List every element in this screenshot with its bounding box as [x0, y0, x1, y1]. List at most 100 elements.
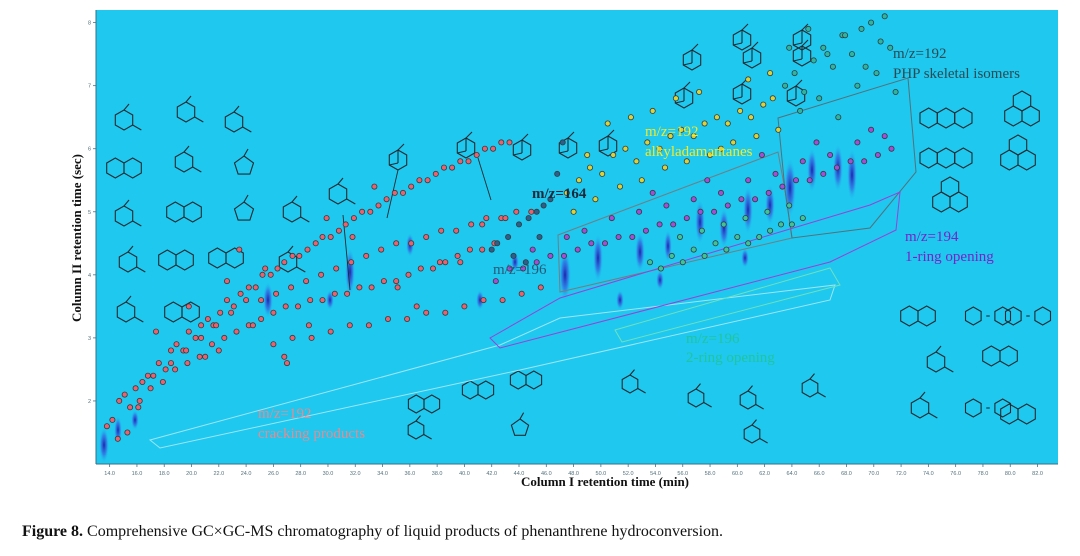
- data-point: [139, 378, 146, 385]
- data-point: [633, 158, 640, 165]
- decalin-icon: [208, 247, 244, 269]
- data-point: [114, 435, 121, 442]
- data-point: [335, 227, 342, 234]
- x-tick-label: 78.0: [978, 471, 989, 477]
- x-tick-label: 82.0: [1032, 471, 1043, 477]
- phenalene-icon: [932, 176, 968, 213]
- cyclohexane-icon: [118, 245, 146, 273]
- x-tick-label: 30.0: [323, 471, 334, 477]
- data-point: [270, 309, 277, 316]
- data-point: [318, 271, 325, 278]
- data-point: [237, 290, 244, 297]
- cyclohexane-icon: [621, 369, 646, 394]
- data-point: [679, 259, 686, 266]
- data-point: [678, 126, 685, 133]
- cyclohexane-icon: [743, 419, 768, 444]
- data-point: [245, 284, 252, 291]
- y-tick-label: 3: [88, 336, 91, 342]
- y-ticks: 2 3 4 5 6 7 8: [88, 21, 96, 405]
- data-point: [144, 372, 151, 379]
- data-point: [132, 385, 139, 392]
- data-point: [344, 290, 351, 297]
- data-point: [498, 139, 505, 146]
- data-point: [697, 208, 704, 215]
- data-point: [380, 278, 387, 285]
- data-point: [513, 208, 520, 215]
- data-point: [528, 208, 535, 215]
- data-point: [221, 334, 228, 341]
- data-point: [724, 202, 731, 209]
- data-point: [537, 284, 544, 291]
- data-point: [847, 158, 854, 165]
- data-point: [718, 189, 725, 196]
- data-point: [506, 139, 513, 146]
- ann-194-mz: m/z=194: [905, 229, 959, 245]
- cyclohexane-icon: [174, 145, 202, 173]
- adamantane-icon: [558, 131, 578, 159]
- adamantane-icon: [598, 129, 618, 157]
- data-point: [649, 189, 656, 196]
- data-point: [393, 240, 400, 247]
- data-point: [813, 139, 820, 146]
- x-tick-label: 42.0: [486, 471, 497, 477]
- data-point: [599, 170, 606, 177]
- data-point: [438, 227, 445, 234]
- x-tick-label: 60.0: [732, 471, 743, 477]
- data-point: [529, 246, 536, 253]
- data-point: [289, 334, 296, 341]
- anthracene-icon: [919, 147, 973, 169]
- data-point: [723, 246, 730, 253]
- x-tick-label: 56.0: [677, 471, 688, 477]
- cyclohexylbenzene-icon: [964, 306, 1012, 326]
- data-point: [615, 233, 622, 240]
- data-point: [457, 158, 464, 165]
- figure-caption-text: Comprehensive GC×GC-MS chromatography of…: [83, 523, 724, 540]
- y-tick-label: 8: [88, 21, 91, 27]
- intensity-peak: [656, 270, 664, 290]
- data-point: [683, 158, 690, 165]
- cyclohexane-icon: [739, 385, 764, 410]
- data-point: [540, 202, 547, 209]
- data-point: [877, 38, 884, 45]
- data-point: [668, 252, 675, 259]
- intensity-peak: [593, 234, 603, 282]
- data-point: [289, 252, 296, 259]
- data-point: [622, 145, 629, 152]
- data-point: [152, 328, 159, 335]
- data-point: [274, 265, 281, 272]
- intensity-peak: [847, 149, 857, 201]
- data-point: [670, 221, 677, 228]
- data-point: [806, 177, 813, 184]
- data-point: [323, 215, 330, 222]
- data-point: [874, 151, 881, 158]
- data-point: [533, 259, 540, 266]
- intensity-peak: [263, 282, 273, 318]
- data-point: [368, 284, 375, 291]
- data-point: [711, 208, 718, 215]
- data-point: [505, 233, 512, 240]
- data-point: [797, 107, 804, 114]
- adamantane-icon: [792, 23, 812, 51]
- data-point: [764, 208, 771, 215]
- data-point: [827, 151, 834, 158]
- data-point: [810, 57, 817, 64]
- decalin-icon: [461, 380, 495, 400]
- data-point: [862, 63, 869, 70]
- region-cracking: [148, 284, 836, 449]
- data-point: [378, 246, 385, 253]
- data-point: [270, 341, 277, 348]
- data-point: [213, 322, 220, 329]
- data-point: [588, 240, 595, 247]
- data-point: [442, 309, 449, 316]
- data-point: [745, 177, 752, 184]
- intensity-peak: [559, 249, 571, 301]
- data-point: [663, 202, 670, 209]
- data-point: [667, 133, 674, 140]
- data-point: [748, 114, 755, 121]
- data-point: [488, 246, 495, 253]
- cyclohexane-icon: [224, 105, 252, 133]
- data-point: [135, 404, 142, 411]
- data-point: [365, 322, 372, 329]
- x-tick-label: 32.0: [350, 471, 361, 477]
